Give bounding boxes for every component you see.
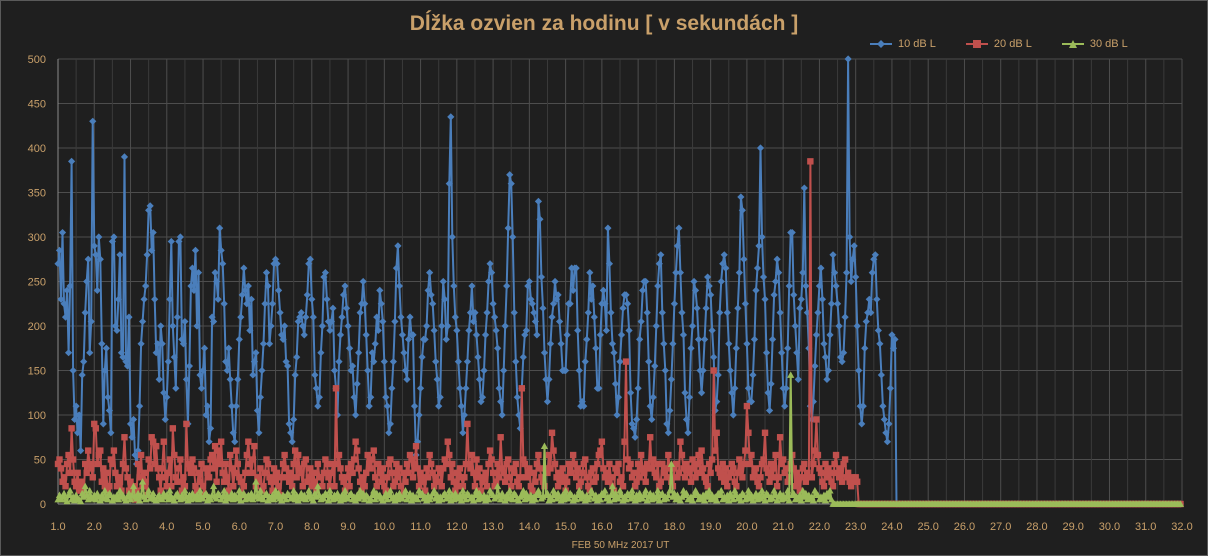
- legend-label-30db: 30 dB L: [1089, 38, 1128, 50]
- chart-title: Dĺžka ozvien za hodinu [ v sekundách ]: [409, 12, 799, 35]
- legend-item-20db: 20 dB L: [965, 38, 1032, 50]
- legend-label-10db: 10 dB L: [898, 38, 936, 50]
- legend-label-20db: 20 dB L: [993, 38, 1032, 50]
- legend-key-30db: [1061, 40, 1084, 48]
- legend-key-10db: [870, 40, 892, 48]
- legend-item-30db: 30 dB L: [1061, 38, 1128, 50]
- chart-legend: 10 dB L 20 dB L 30 dB L: [870, 36, 1128, 52]
- legend-item-10db: 10 dB L: [870, 38, 936, 50]
- x-axis-label: FEB 50 MHz 2017 UT: [571, 540, 670, 551]
- legend-key-20db: [965, 40, 988, 48]
